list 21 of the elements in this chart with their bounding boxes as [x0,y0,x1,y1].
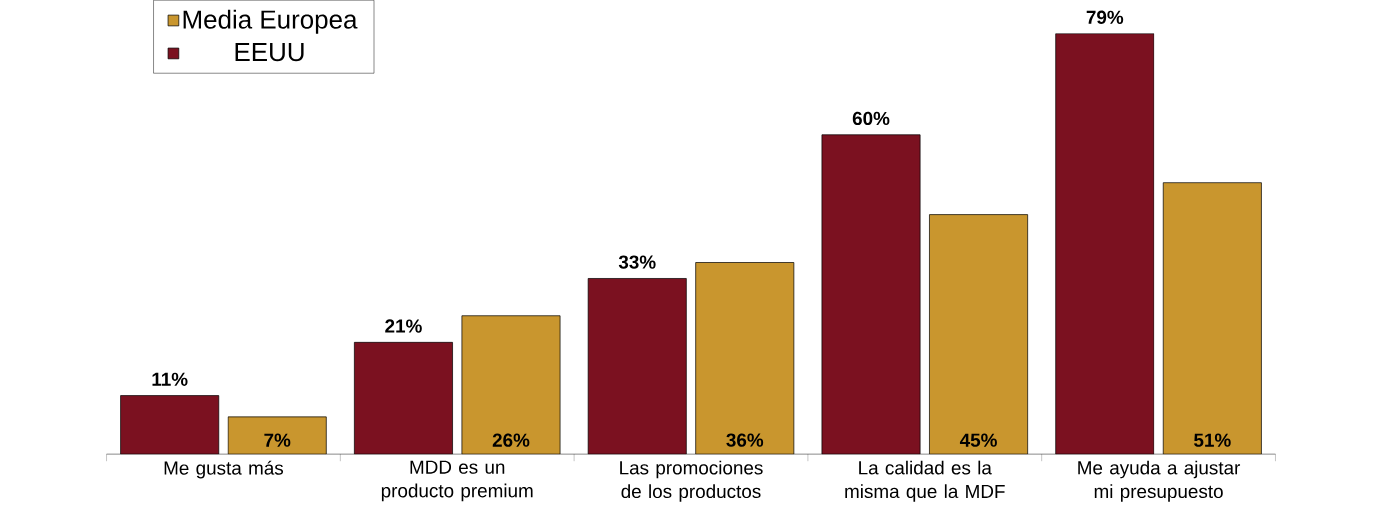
data-label: 33% [618,255,656,269]
x-tick-label: Me gusta más [164,460,284,479]
data-label: 36% [726,433,764,447]
bar [461,315,561,455]
x-tick-label: Las promociones de los productos [620,460,763,502]
x-tick-label: MDD es un producto premium [381,460,533,502]
data-label: 11% [152,372,188,386]
data-label: 79% [1086,10,1124,24]
data-label: 45% [959,433,997,447]
data-label: 51% [1194,433,1231,447]
bar [1162,182,1262,455]
data-label: 26% [492,433,530,447]
data-label: 21% [385,319,422,333]
data-label: 7% [264,433,291,447]
x-tick-label: La calidad es la misma que la MDF [845,460,1005,502]
bar [695,262,794,455]
data-label: 60% [852,111,890,126]
bar [929,214,1028,455]
legend-label: EEUU [235,43,304,62]
x-tick-label: Me ayuda a ajustar mi presupuesto [1078,460,1241,502]
legend-label: Media Europea [183,9,358,34]
